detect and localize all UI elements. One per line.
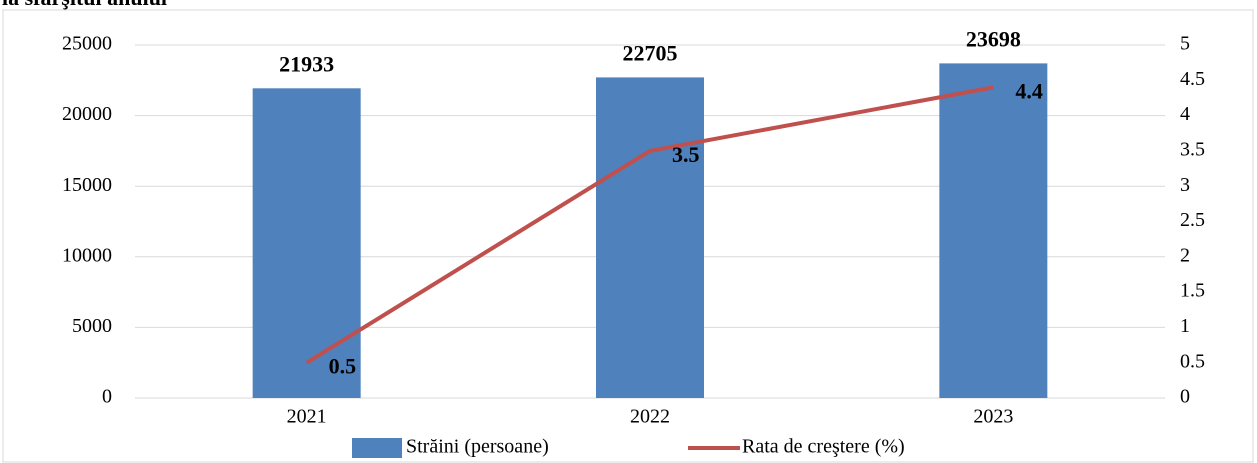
y-tick-label: 0 [102, 386, 112, 408]
y2-tick-label: 5 [1180, 33, 1190, 55]
y2-tick-label: 4.5 [1180, 68, 1205, 90]
y-tick-label: 15000 [62, 174, 112, 196]
y2-tick-label: 0.5 [1180, 350, 1205, 372]
y2-tick-label: 3.5 [1180, 138, 1205, 160]
legend-label: Rata de creştere (%) [742, 436, 905, 458]
y2-tick-label: 2 [1180, 244, 1190, 266]
y-tick-label: 25000 [62, 33, 112, 55]
x-tick-label: 2021 [287, 406, 327, 428]
data-label: 22705 [623, 40, 678, 65]
y2-tick-label: 1.5 [1180, 280, 1205, 302]
legend-label: Străini (persoane) [406, 436, 549, 458]
bar [596, 77, 704, 399]
chart-title: la sfârşitul anului [2, 0, 167, 10]
y-tick-label: 20000 [62, 103, 112, 125]
line [305, 85, 994, 365]
y2-tick-label: 3 [1180, 174, 1190, 196]
data-label: 4.4 [1015, 78, 1042, 103]
data-label: 0.5 [329, 354, 357, 379]
bar [939, 63, 1048, 398]
y2-tick-label: 1 [1180, 315, 1190, 337]
bar [252, 88, 361, 399]
x-tick-label: 2023 [973, 406, 1013, 428]
y-tick-label: 5000 [72, 315, 112, 337]
data-label: 23698 [966, 26, 1021, 51]
x-tick-label: 2022 [630, 406, 670, 428]
y-tick-label: 10000 [62, 244, 112, 266]
legend-swatch [352, 438, 402, 458]
y2-tick-label: 2.5 [1180, 209, 1205, 231]
chart-border [2, 9, 1254, 463]
data-label: 21933 [279, 51, 334, 76]
y2-tick-label: 0 [1180, 386, 1190, 408]
y2-tick-label: 4 [1180, 103, 1190, 125]
data-label: 3.5 [672, 142, 700, 167]
